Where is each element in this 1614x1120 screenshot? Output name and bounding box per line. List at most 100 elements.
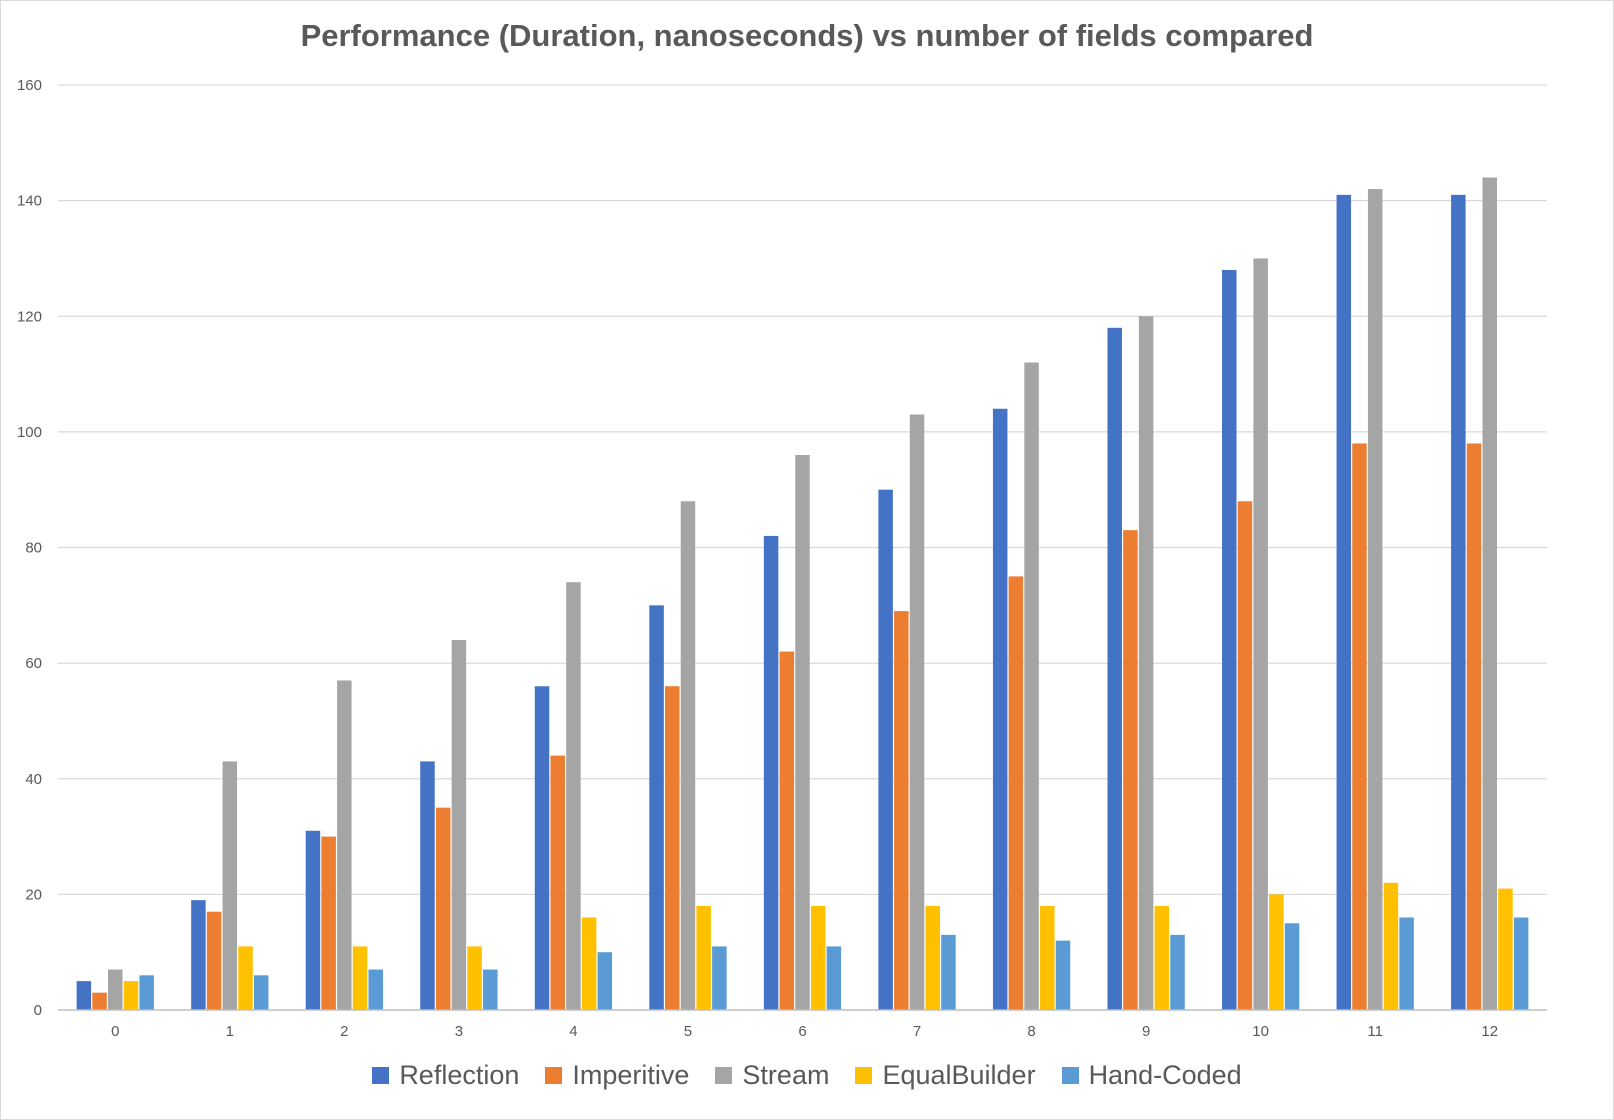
y-tick-label: 0 — [34, 1002, 42, 1019]
y-tick-label: 80 — [25, 540, 42, 557]
legend-swatch — [372, 1067, 390, 1084]
bar-reflection-10 — [1222, 270, 1237, 1010]
y-tick-label: 100 — [17, 424, 42, 441]
y-tick-label: 40 — [25, 771, 42, 788]
bar-hand-coded-12 — [1513, 917, 1529, 1010]
bar-reflection-4 — [534, 686, 550, 1010]
bar-stream-0 — [108, 969, 123, 1010]
bar-reflection-0 — [76, 981, 92, 1010]
bar-imperitive-5 — [665, 686, 680, 1010]
bar-equalbuilder-4 — [581, 917, 597, 1010]
bar-reflection-1 — [191, 900, 206, 1010]
bar-reflection-9 — [1107, 327, 1122, 1010]
y-tick-label: 20 — [25, 886, 42, 903]
legend-label: Stream — [742, 1060, 830, 1090]
bar-equalbuilder-9 — [1154, 905, 1170, 1010]
bar-stream-3 — [451, 640, 467, 1010]
bar-reflection-11 — [1336, 194, 1352, 1010]
bar-imperitive-2 — [321, 836, 336, 1010]
bar-hand-coded-0 — [139, 975, 154, 1010]
legend-item-hand-coded: Hand-Coded — [1061, 1060, 1242, 1091]
bar-stream-4 — [566, 582, 581, 1010]
bar-stream-12 — [1482, 177, 1497, 1010]
x-tick-label: 3 — [455, 1023, 463, 1040]
legend-label: Reflection — [399, 1060, 520, 1090]
bar-equalbuilder-1 — [238, 946, 253, 1010]
bar-stream-11 — [1367, 189, 1383, 1010]
bar-hand-coded-11 — [1399, 917, 1414, 1010]
bar-stream-5 — [680, 501, 696, 1010]
bar-reflection-12 — [1451, 194, 1466, 1010]
x-tick-label: 8 — [1027, 1023, 1035, 1040]
bar-equalbuilder-12 — [1498, 888, 1513, 1010]
bar-reflection-6 — [763, 535, 779, 1010]
bar-imperitive-0 — [92, 992, 107, 1010]
legend-label: EqualBuilder — [882, 1060, 1036, 1090]
bar-imperitive-7 — [894, 611, 909, 1010]
bar-hand-coded-5 — [712, 946, 727, 1010]
bar-stream-2 — [337, 680, 352, 1010]
bar-imperitive-11 — [1352, 443, 1367, 1010]
bar-imperitive-6 — [779, 651, 795, 1010]
bar-hand-coded-6 — [826, 946, 842, 1010]
legend-item-imperitive: Imperitive — [545, 1060, 689, 1091]
bar-equalbuilder-6 — [810, 905, 826, 1010]
x-tick-label: 0 — [111, 1023, 119, 1040]
bar-hand-coded-9 — [1170, 934, 1185, 1010]
bar-equalbuilder-3 — [467, 946, 482, 1010]
x-tick-label: 9 — [1142, 1023, 1150, 1040]
x-tick-label: 1 — [226, 1023, 234, 1040]
x-tick-label: 2 — [340, 1023, 348, 1040]
y-tick-label: 160 — [17, 77, 42, 94]
bar-imperitive-3 — [435, 807, 451, 1010]
x-axis-ticks: 0 1 2 3 4 5 6 7 8 9 10 11 12 — [111, 1023, 1498, 1040]
bar-hand-coded-1 — [253, 975, 269, 1010]
legend-swatch — [1061, 1067, 1079, 1084]
bar-equalbuilder-7 — [925, 905, 940, 1010]
bar-imperitive-8 — [1008, 576, 1024, 1010]
bar-reflection-5 — [649, 605, 664, 1010]
bar-equalbuilder-2 — [352, 946, 368, 1010]
x-tick-label: 10 — [1252, 1023, 1269, 1040]
bar-stream-10 — [1253, 258, 1268, 1010]
y-tick-label: 120 — [17, 308, 42, 325]
y-tick-label: 60 — [25, 655, 42, 672]
bars — [76, 177, 1529, 1010]
bar-reflection-2 — [305, 830, 321, 1010]
x-tick-label: 12 — [1481, 1023, 1498, 1040]
legend-swatch — [715, 1067, 733, 1084]
legend-item-equalbuilder: EqualBuilder — [855, 1060, 1036, 1091]
bar-hand-coded-3 — [483, 969, 498, 1010]
bar-hand-coded-7 — [941, 934, 956, 1010]
legend-item-reflection: Reflection — [372, 1060, 519, 1091]
legend-item-stream: Stream — [715, 1060, 829, 1091]
bar-equalbuilder-8 — [1040, 905, 1055, 1010]
bar-stream-1 — [222, 761, 238, 1010]
bar-hand-coded-2 — [368, 969, 383, 1010]
bar-hand-coded-8 — [1055, 940, 1071, 1010]
bar-imperitive-1 — [206, 911, 222, 1010]
bar-imperitive-10 — [1237, 501, 1253, 1010]
bar-stream-9 — [1138, 316, 1154, 1010]
bar-equalbuilder-5 — [696, 905, 711, 1010]
bar-equalbuilder-11 — [1383, 882, 1399, 1010]
bar-reflection-7 — [878, 489, 893, 1010]
bar-hand-coded-4 — [597, 952, 613, 1010]
bar-stream-6 — [795, 455, 810, 1010]
chart-title: Performance (Duration, nanoseconds) vs n… — [300, 18, 1314, 53]
legend-label: Hand-Coded — [1088, 1060, 1242, 1090]
bar-imperitive-12 — [1466, 443, 1482, 1010]
legend: Reflection Imperitive Stream EqualBuilder Ha… — [0, 1060, 1614, 1091]
bar-stream-7 — [909, 414, 925, 1010]
bar-reflection-3 — [420, 761, 435, 1010]
y-tick-label: 140 — [17, 193, 42, 210]
x-tick-label: 7 — [913, 1023, 921, 1040]
bar-hand-coded-10 — [1284, 923, 1300, 1010]
bar-equalbuilder-0 — [123, 981, 139, 1010]
bar-reflection-8 — [992, 408, 1008, 1010]
legend-swatch — [855, 1067, 873, 1084]
legend-swatch — [545, 1067, 563, 1084]
x-tick-label: 5 — [684, 1023, 692, 1040]
bar-imperitive-9 — [1123, 530, 1138, 1010]
